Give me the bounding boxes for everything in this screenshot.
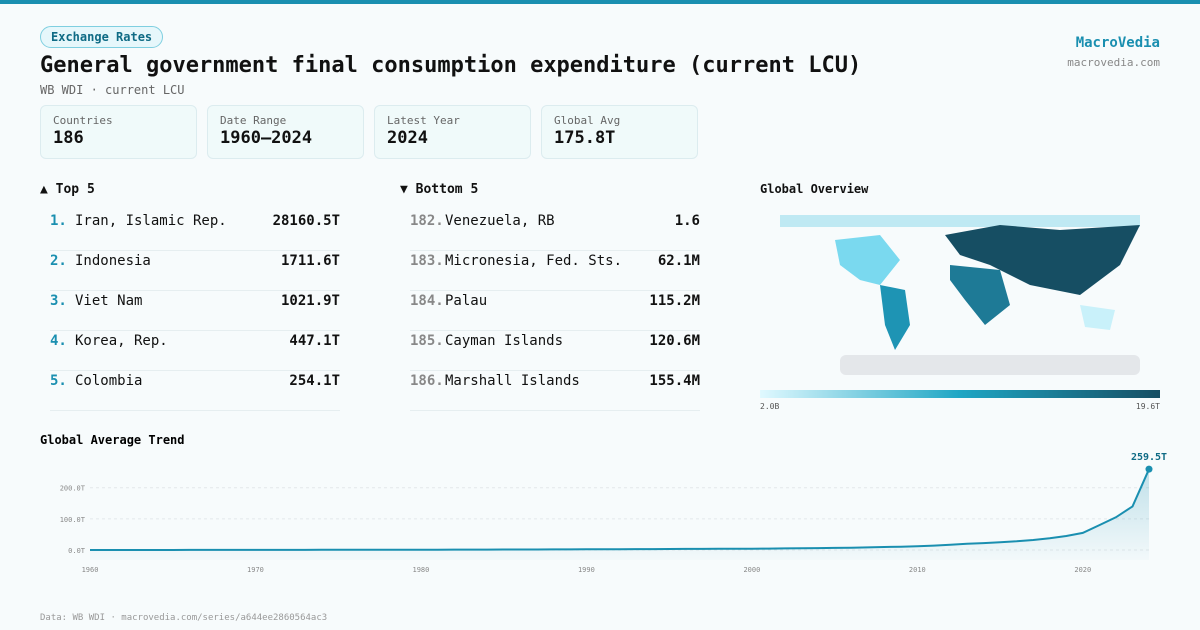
stat-card: Date Range 1960–2024 [207, 105, 364, 159]
legend-max: 19.6T [1136, 402, 1160, 411]
map-region [835, 235, 900, 285]
country: Iran, Islamic Rep. [75, 213, 227, 229]
value: 1711.6T [280, 253, 340, 269]
value: 62.1M [657, 253, 700, 269]
x-tick-label: 1990 [578, 566, 595, 574]
value: 28160.5T [272, 213, 340, 229]
value: 1021.9T [280, 293, 340, 309]
map: 2.0B 19.6T [760, 215, 1160, 411]
x-tick-label: 1960 [82, 566, 99, 574]
brand[interactable]: MacroVedia [1075, 35, 1160, 51]
rank: 184. [410, 293, 444, 309]
value: 155.4M [649, 373, 700, 389]
map-title: Global Overview [760, 182, 869, 196]
rank: 186. [410, 373, 444, 389]
map-region [1080, 305, 1115, 330]
rank-row: 183. Micronesia, Fed. Sts. 62.1M [410, 250, 700, 291]
stat-card: Global Avg 175.8T [541, 105, 698, 159]
value: 254.1T [289, 373, 340, 389]
title: General government final consumption exp… [40, 53, 862, 78]
rank: 2. [50, 253, 67, 269]
rank: 185. [410, 333, 444, 349]
legend-min: 2.0B [760, 402, 779, 411]
rank: 4. [50, 333, 67, 349]
rank: 5. [50, 373, 67, 389]
rank: 182. [410, 213, 444, 229]
y-tick-label: 0.0T [68, 547, 86, 555]
x-tick-label: 1980 [413, 566, 430, 574]
country: Indonesia [75, 253, 151, 269]
x-tick-label: 1970 [247, 566, 264, 574]
rank-row: 5. Colombia 254.1T [50, 370, 340, 411]
stat-label: Global Avg [554, 114, 621, 127]
map-legend-bar [760, 390, 1160, 398]
stat-card: Countries 186 [40, 105, 197, 159]
stat-value: 2024 [387, 128, 428, 148]
top-bar [0, 0, 1200, 4]
rank-row: 185. Cayman Islands 120.6M [410, 330, 700, 371]
country: Korea, Rep. [75, 333, 168, 349]
stat-value: 1960–2024 [220, 128, 313, 148]
map-region [950, 265, 1010, 325]
rank-row: 1. Iran, Islamic Rep. 28160.5T [50, 210, 340, 251]
rank-row: 2. Indonesia 1711.6T [50, 250, 340, 291]
end-label: 259.5T [1131, 452, 1167, 463]
chart-title: Global Average Trend [40, 433, 185, 447]
top-title: ▲ Top 5 [40, 182, 95, 197]
y-tick-label: 200.0T [60, 485, 86, 493]
bottom-title: ▼ Bottom 5 [400, 182, 479, 197]
stat-value: 186 [53, 128, 84, 148]
brand-url[interactable]: macrovedia.com [1067, 56, 1160, 69]
stat-value: 175.8T [554, 128, 616, 148]
end-point [1145, 465, 1153, 473]
rank-row: 182. Venezuela, RB 1.6 [410, 210, 700, 251]
country: Colombia [75, 373, 143, 389]
value: 120.6M [649, 333, 700, 349]
line [90, 468, 1150, 551]
rank: 183. [410, 253, 444, 269]
rank: 3. [50, 293, 67, 309]
trend-chart: Global Average Trend 0.0T 100.0T 200.0T 196… [40, 433, 1167, 574]
badge[interactable]: Exchange Rates [40, 26, 164, 48]
country: Cayman Islands [445, 333, 564, 349]
stat-label: Countries [53, 114, 113, 127]
y-tick-label: 100.0T [60, 516, 86, 524]
stat-label: Latest Year [387, 114, 460, 127]
country: Palau [445, 293, 488, 309]
x-tick-label: 2020 [1074, 566, 1091, 574]
rank: 1. [50, 213, 67, 229]
value: 1.6 [674, 213, 700, 229]
value: 115.2M [649, 293, 700, 309]
stat-card: Latest Year 2024 [374, 105, 531, 159]
area [90, 469, 1149, 560]
map-region [780, 215, 1140, 227]
country: Marshall Islands [445, 373, 580, 389]
value: 447.1T [289, 333, 340, 349]
map-region [840, 355, 1140, 375]
country: Micronesia, Fed. Sts. [445, 253, 623, 269]
x-tick-label: 2000 [743, 566, 760, 574]
subtitle: WB WDI · current LCU [40, 83, 185, 97]
rank-row: 184. Palau 115.2M [410, 290, 700, 331]
x-tick-label: 2010 [909, 566, 926, 574]
rank-row: 186. Marshall Islands 155.4M [410, 370, 700, 411]
footer: Data: WB WDI · macrovedia.com/series/a64… [40, 613, 328, 623]
country: Venezuela, RB [445, 213, 555, 229]
country: Viet Nam [75, 293, 143, 309]
rank-row: 4. Korea, Rep. 447.1T [50, 330, 340, 371]
map-region [880, 285, 910, 350]
map-region [945, 225, 1140, 295]
rank-row: 3. Viet Nam 1021.9T [50, 290, 340, 331]
stat-label: Date Range [220, 114, 287, 127]
